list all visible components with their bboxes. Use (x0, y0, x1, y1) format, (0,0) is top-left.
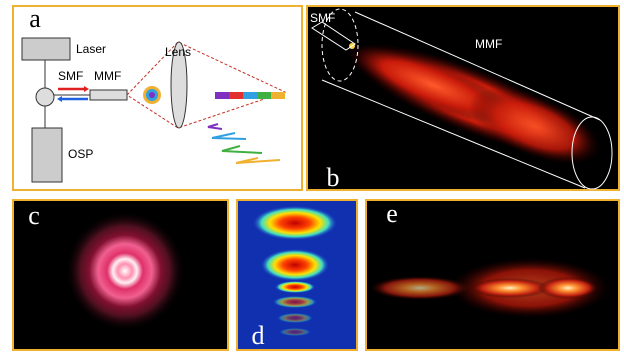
panel-c: c (13, 200, 228, 350)
panel-a: a Laser OSP SMF MMF Lens (13, 4, 302, 190)
panel-b: SMF MMF b (307, 6, 619, 192)
figure: a Laser OSP SMF MMF Lens (0, 0, 624, 353)
lens-label: Lens (165, 45, 191, 59)
mmf-label: MMF (475, 37, 502, 51)
osp-label: OSP (68, 147, 93, 161)
panel-label: d (252, 321, 265, 350)
panel-d: d (237, 200, 357, 350)
smf-label: SMF (310, 11, 335, 25)
smf-label: SMF (58, 69, 83, 83)
panel-label: c (28, 201, 40, 230)
panel-label: e (386, 199, 398, 228)
mmf-label: MMF (94, 69, 121, 83)
laser-label: Laser (76, 42, 106, 56)
panel-label: b (327, 163, 340, 192)
panel-label: a (29, 4, 41, 33)
panel-e: e (366, 199, 619, 350)
